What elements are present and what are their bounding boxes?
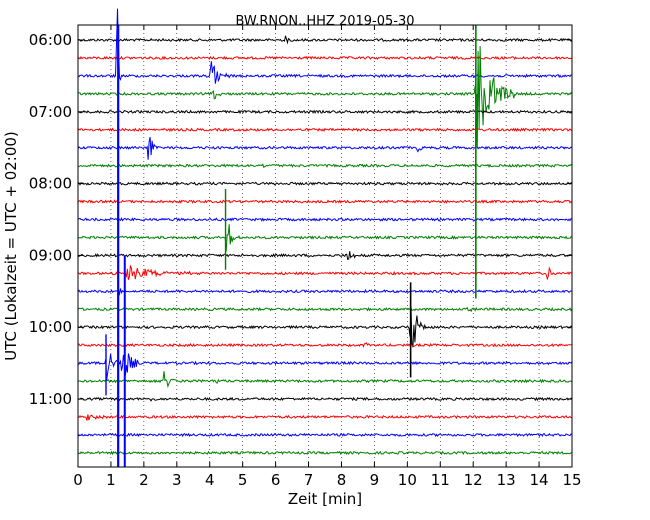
x-tick-label: 0 <box>73 471 83 489</box>
trace-1115 <box>77 414 572 421</box>
x-tick-label: 11 <box>431 471 450 489</box>
chart-title: BW.RNON..HHZ 2019-05-30 <box>235 14 414 29</box>
x-tick-label: 1 <box>106 471 116 489</box>
x-tick-label: 2 <box>139 471 149 489</box>
trace-0815 <box>77 199 573 204</box>
y-tick-label: 08:00 <box>29 175 72 193</box>
grid-lines <box>110 25 540 467</box>
large-event-lines <box>105 25 478 467</box>
y-axis-ticks: 06:00 07:00 08:00 09:00 10:00 11:00 <box>29 31 572 408</box>
trace-0645 <box>77 45 573 143</box>
y-axis-label: UTC (Lokalzeit = UTC + 02:00) <box>2 131 20 361</box>
trace-0630 <box>77 8 573 84</box>
trace-0915 <box>77 264 573 281</box>
x-tick-label: 9 <box>370 471 380 489</box>
trace-1000 <box>77 305 573 348</box>
y-tick-label: 10:00 <box>29 318 72 336</box>
y-tick-label: 07:00 <box>29 103 72 121</box>
trace-0830 <box>77 217 573 222</box>
x-tick-label: 12 <box>464 471 483 489</box>
trace-0945 <box>77 306 573 313</box>
trace-1015 <box>77 342 573 348</box>
x-axis-label: Zeit [min] <box>288 490 362 508</box>
trace-1045 <box>77 371 573 389</box>
x-tick-label: 10 <box>398 471 417 489</box>
x-tick-label: 7 <box>304 471 314 489</box>
trace-0745 <box>77 163 573 169</box>
y-tick-label: 11:00 <box>29 390 72 408</box>
trace-0730 <box>77 136 573 160</box>
trace-0930 <box>77 288 573 296</box>
x-tick-label: 3 <box>172 471 182 489</box>
trace-0615 <box>77 55 573 61</box>
trace-1100 <box>77 396 573 402</box>
x-tick-label: 14 <box>530 471 549 489</box>
trace-1030 <box>77 353 573 382</box>
seismic-traces <box>77 8 573 456</box>
trace-1130 <box>77 432 573 438</box>
x-tick-label: 15 <box>562 471 581 489</box>
y-tick-label: 09:00 <box>29 246 72 264</box>
plot-frame <box>77 24 573 468</box>
trace-0600 <box>77 35 573 45</box>
trace-0715 <box>77 127 573 133</box>
x-axis-ticks: 0 1 2 3 4 5 6 7 8 9 10 11 12 13 14 15 <box>73 25 582 489</box>
x-tick-label: 6 <box>271 471 281 489</box>
trace-1145 <box>77 450 572 456</box>
trace-0800 <box>77 181 573 186</box>
trace-0845 <box>77 224 573 252</box>
x-tick-label: 5 <box>238 471 248 489</box>
trace-0700 <box>77 109 573 115</box>
x-tick-label: 13 <box>497 471 516 489</box>
y-tick-label: 06:00 <box>29 31 72 49</box>
x-tick-label: 8 <box>337 471 347 489</box>
trace-0900 <box>77 251 573 261</box>
x-tick-label: 4 <box>205 471 215 489</box>
